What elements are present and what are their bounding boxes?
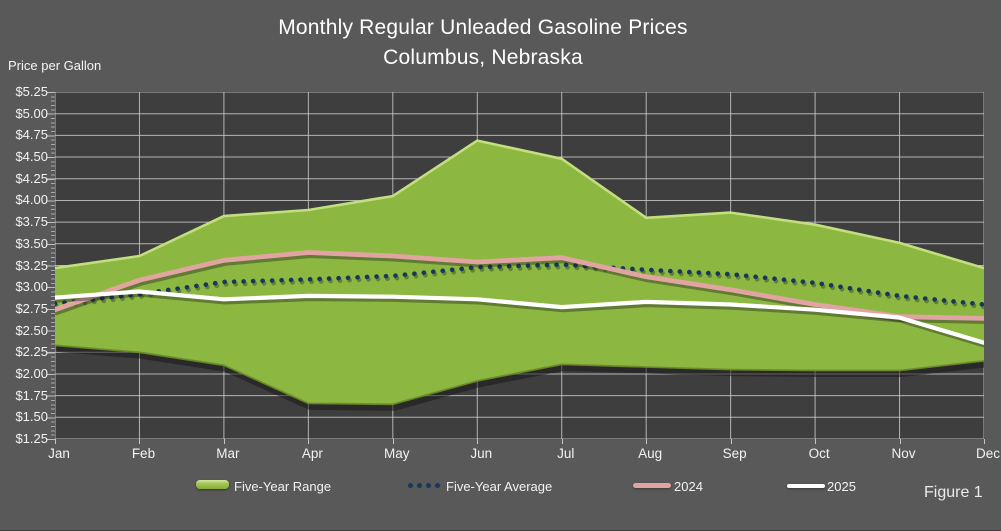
x-tick-mark [477,439,479,444]
legend-label-five-year-range[interactable]: Five-Year Range [234,479,332,494]
y-tick-label: $2.50 [15,322,48,338]
figure-caption: Figure 1 [924,484,983,501]
y-tick-label: $2.75 [15,300,48,316]
y-tick-label: $4.00 [15,192,48,208]
range-top-highlight [55,139,984,270]
line-2025[interactable] [55,289,984,345]
x-tick-label: Feb [131,446,156,461]
x-tick-mark [139,439,141,444]
legend-label-2024[interactable]: 2024 [674,479,703,494]
legend-swatch-five-year-average[interactable] [408,483,448,489]
y-tick-label: $2.25 [15,344,48,360]
legend-swatch-2025[interactable] [787,484,825,488]
y-tick-label: $1.75 [15,387,48,403]
x-tick-mark [815,439,817,444]
x-tick-label: Jul [557,446,575,461]
x-tick-label: Aug [638,446,663,461]
x-tick-label: Apr [301,446,323,461]
y-tick-label: $3.25 [15,257,48,273]
five-year-range-area[interactable] [55,140,984,405]
line-2025-shadow [55,291,984,348]
y-tick-label: $3.50 [15,235,48,251]
range-bottom-shadow [56,345,984,411]
range-bottom-edge [55,344,984,406]
y-tick-label: $2.00 [15,365,48,381]
x-tick-mark [308,439,310,444]
x-tick-label: Dec [975,446,1000,461]
legend-label-five-year-average[interactable]: Five-Year Average [446,479,553,494]
five-year-average-line[interactable] [55,262,984,307]
y-axis-title: Price per Gallon [8,58,102,73]
chart-canvas[interactable] [55,92,984,439]
x-tick-mark [55,439,56,444]
x-tick-label: Jun [470,446,493,461]
x-tick-label: Sep [722,446,747,461]
y-tick-label: $3.00 [15,279,48,295]
x-tick-label: Oct [808,446,830,461]
legend-label-2025[interactable]: 2025 [827,479,856,494]
y-tick-label: $4.50 [15,149,48,165]
y-tick-label: $1.50 [15,409,48,425]
x-tick-mark [730,439,732,444]
legend-swatch-2024[interactable] [633,483,671,488]
y-tick-label: $3.75 [15,214,48,230]
line-2024[interactable] [55,250,984,321]
y-axis-minor-ticks [51,92,55,440]
y-tick-label: $4.75 [15,127,48,143]
legend-swatch-five-year-range[interactable] [196,480,229,489]
x-tick-mark [223,439,225,444]
y-tick-label: $5.25 [15,84,48,99]
chart-title-block: Monthly Regular Unleaded Gasoline Prices… [0,13,966,73]
x-tick-mark [984,439,985,444]
x-tick-label: Jan [48,446,70,461]
y-tick-label: $4.25 [15,170,48,186]
chart-subtitle: Columbus, Nebraska [383,46,583,69]
y-tick-label: $1.25 [15,431,48,446]
x-tick-mark [392,439,394,444]
x-tick-mark [899,439,901,444]
x-tick-label: Nov [891,446,916,461]
x-tick-mark [561,439,563,444]
chart-title: Monthly Regular Unleaded Gasoline Prices [278,16,688,39]
x-tick-mark [646,439,648,444]
y-tick-label: $5.00 [15,105,48,121]
plot-area[interactable] [55,92,984,439]
x-tick-label: May [384,446,410,461]
x-tick-label: Mar [216,446,240,461]
